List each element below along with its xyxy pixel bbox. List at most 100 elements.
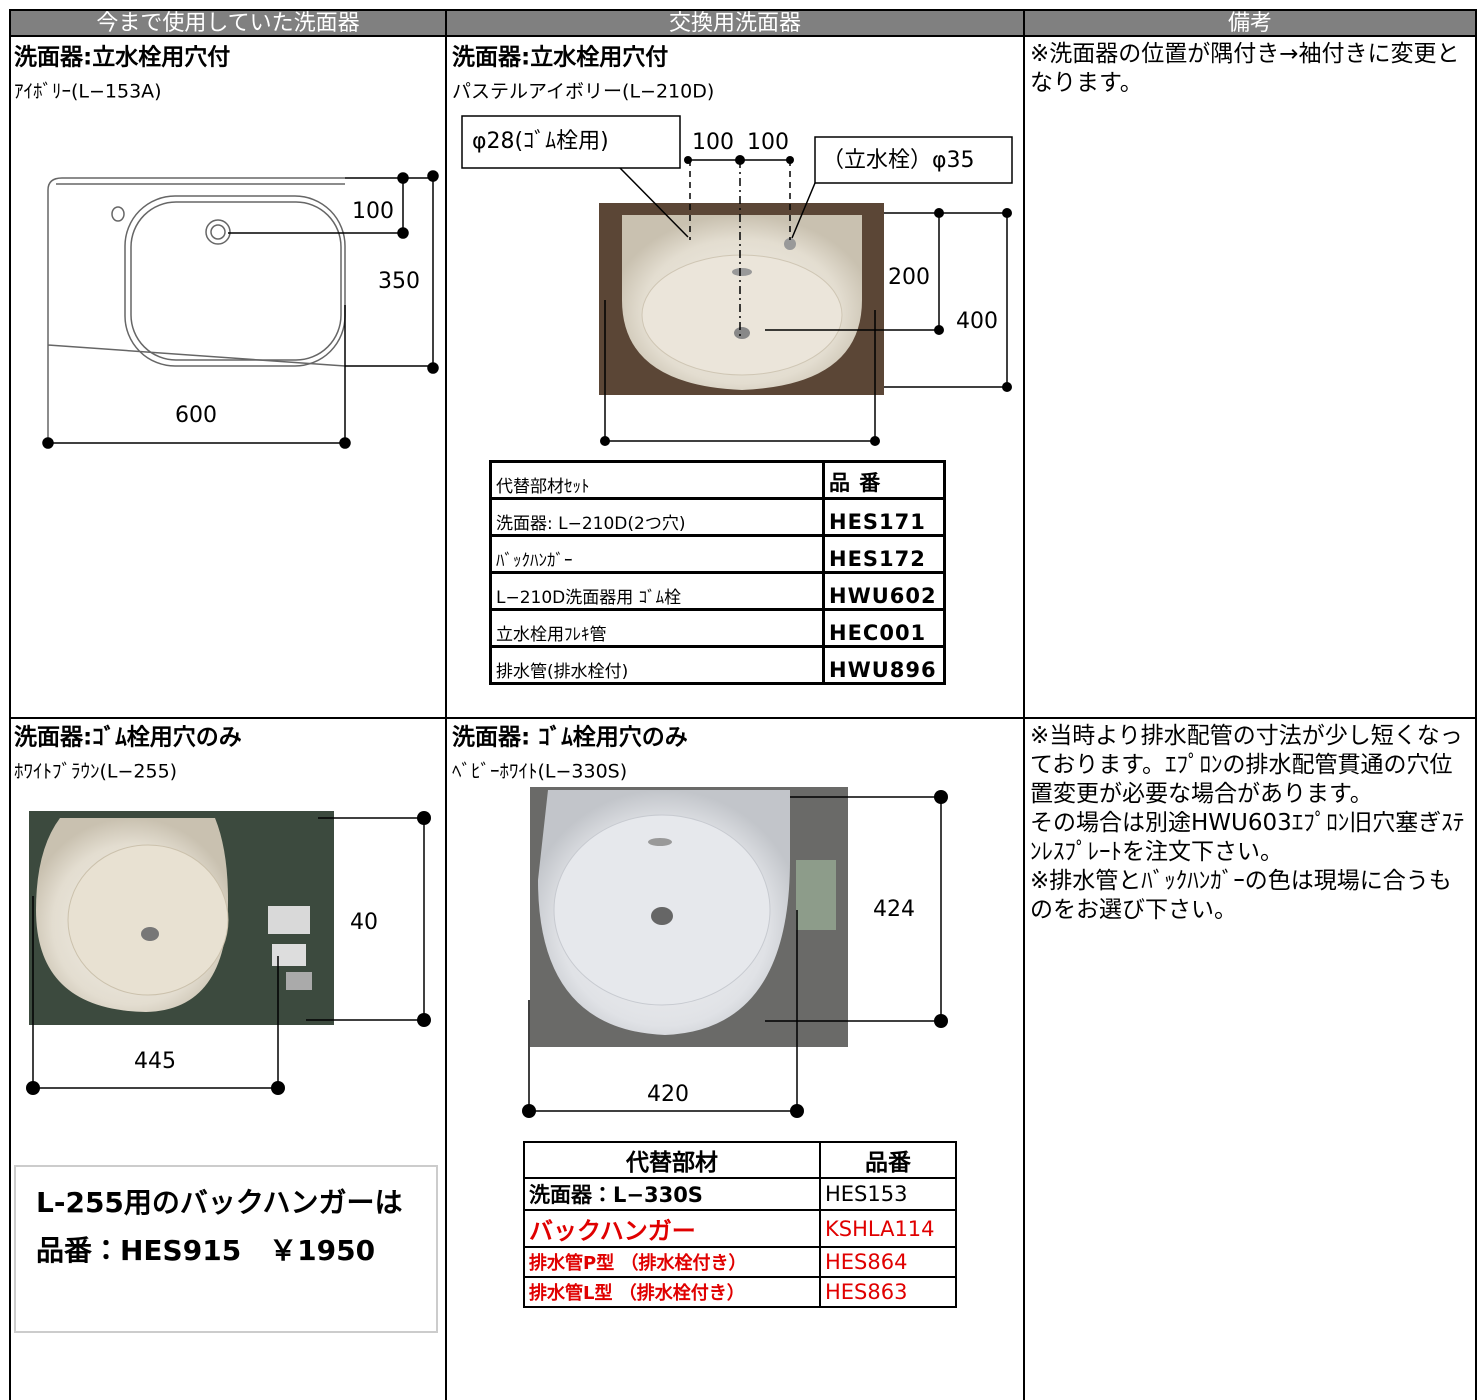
shape	[339, 437, 351, 449]
shape	[1002, 208, 1012, 218]
shape	[934, 208, 944, 218]
shape	[417, 1013, 431, 1027]
shape	[124, 195, 346, 367]
dimension: 100	[352, 199, 394, 224]
shape	[42, 170, 439, 449]
table-header-cell: 品番	[819, 1141, 957, 1179]
dimension: 400	[956, 309, 998, 334]
table-row: 代替部材ｾｯﾄ品 番	[489, 460, 946, 500]
table-row: 排水管(排水栓付) HWU896	[489, 645, 946, 685]
shape	[934, 1014, 948, 1028]
shape	[619, 167, 689, 238]
shape	[26, 1081, 40, 1095]
shape	[130, 201, 342, 361]
shape	[47, 177, 346, 440]
parts-table: 代替部材ｾｯﾄ品 番洗面器: L−210D(2つ穴) HES171 ﾊﾞｯｸﾊﾝｶﾞ…	[489, 460, 946, 685]
shape	[397, 172, 409, 184]
shape	[734, 327, 750, 339]
note-line: ※当時より排水配管の寸法が少し短くなっております。ｴﾌﾟﾛﾝの排水配管貫通の穴位…	[1030, 723, 1463, 807]
shape	[600, 436, 610, 446]
header-cell: 交換用洗面器	[669, 11, 801, 36]
shape	[427, 170, 439, 182]
shape	[796, 860, 836, 930]
note-line: その場合は別途HWU603ｴﾌﾟﾛﾝ旧穴塞ぎｽﾃﾝﾚｽﾌﾟﾚｰﾄを注文下さい。	[1030, 810, 1465, 865]
part-name: L−210D洗面器用 ｺﾞﾑ栓	[489, 571, 825, 611]
table-row: 洗面器：L−330S HES153	[523, 1177, 957, 1211]
header-bg	[10, 10, 1476, 36]
shape	[934, 790, 948, 804]
part-number: HES864	[819, 1246, 957, 1278]
shape	[522, 790, 948, 1118]
shape	[648, 838, 672, 846]
part-name: 立水栓用ﾌﾚｷ管	[489, 608, 825, 648]
grid	[9, 9, 1477, 1400]
sink-photo	[599, 203, 884, 395]
sink-photo	[530, 787, 848, 1047]
shape	[286, 972, 312, 990]
model: ﾎﾜｲﾄﾌﾞﾗｳﾝ(L−255)	[14, 761, 177, 783]
dimension: 445	[134, 1049, 176, 1074]
dimension: 100	[692, 130, 734, 155]
shape	[790, 1104, 804, 1118]
shape	[735, 155, 745, 165]
part-number: HES172	[822, 534, 946, 574]
shape	[210, 224, 226, 240]
dimension: 200	[888, 265, 930, 290]
dimension: 40	[350, 910, 378, 935]
shape	[141, 927, 159, 941]
shape	[461, 115, 681, 169]
model: ｱｲﾎﾞﾘｰ(L−153A)	[14, 81, 162, 103]
dimension-lines	[42, 170, 439, 449]
dimension-lines	[26, 811, 431, 1095]
note-line: ※洗面器の位置が隅付き→袖付きに変更となります。	[1030, 41, 1460, 96]
shape	[268, 906, 310, 934]
dimension: 600	[175, 403, 217, 428]
info-box: L-255用のバックハンガーは 品番：HES915 ￥1950	[14, 1165, 438, 1333]
note: ※当時より排水配管の寸法が少し短くなっております。ｴﾌﾟﾛﾝの排水配管貫通の穴位…	[1030, 722, 1472, 925]
part-number: KSHLA114	[819, 1209, 957, 1248]
table-header-cell: 代替部材	[523, 1141, 821, 1179]
part-number: HES171	[822, 497, 946, 537]
shape	[42, 437, 54, 449]
cell-title: 洗面器: ｺﾞﾑ栓用穴のみ	[452, 724, 688, 751]
shape	[522, 1104, 536, 1118]
header: 今まで使用していた洗面器 交換用洗面器 備考	[96, 11, 1272, 36]
part-name: 洗面器: L−210D(2つ穴)	[489, 497, 825, 537]
shape	[641, 254, 843, 376]
callout: （立水栓）φ35	[822, 148, 975, 173]
table-header-cell: 品 番	[822, 460, 946, 500]
shape	[1002, 382, 1012, 392]
shape	[9, 9, 1477, 1400]
part-name: 排水管P型 （排水栓付き）	[523, 1246, 821, 1278]
model: パステルアイボリー(L−210D)	[452, 81, 714, 103]
note: ※洗面器の位置が隅付き→袖付きに変更となります。	[1030, 40, 1472, 98]
sink-drawing	[47, 177, 346, 440]
part-name: 洗面器：L−330S	[523, 1177, 821, 1211]
part-name: バックハンガー	[523, 1209, 821, 1248]
table-row: 排水管L型 （排水栓付き） HES863	[523, 1276, 957, 1308]
part-number: HWU896	[822, 645, 946, 685]
shape	[934, 325, 944, 335]
table-row: 洗面器: L−210D(2つ穴) HES171	[489, 497, 946, 537]
shape	[784, 238, 796, 250]
dimension: 350	[378, 269, 420, 294]
shape	[67, 844, 229, 996]
shape	[814, 136, 1013, 184]
table-row: 排水管P型 （排水栓付き） HES864	[523, 1246, 957, 1278]
shape	[111, 206, 125, 222]
shape	[732, 268, 752, 276]
dimension-lines	[522, 790, 948, 1118]
info-line: 品番：HES915 ￥1950	[36, 1234, 376, 1267]
shape	[786, 156, 794, 164]
shape	[870, 436, 880, 446]
shape	[271, 1081, 285, 1095]
part-number: HEC001	[822, 608, 946, 648]
sink-photo	[29, 811, 334, 1025]
table-row: 代替部材 品番	[523, 1141, 957, 1179]
note-line: ※排水管とﾊﾞｯｸﾊﾝｶﾞｰの色は現場に合うものをお選び下さい。	[1030, 868, 1452, 923]
part-name: ﾊﾞｯｸﾊﾝｶﾞｰ	[489, 534, 825, 574]
cell-title: 洗面器:ｺﾞﾑ栓用穴のみ	[14, 724, 242, 751]
dimension: 100	[747, 130, 789, 155]
part-number: HES863	[819, 1276, 957, 1308]
